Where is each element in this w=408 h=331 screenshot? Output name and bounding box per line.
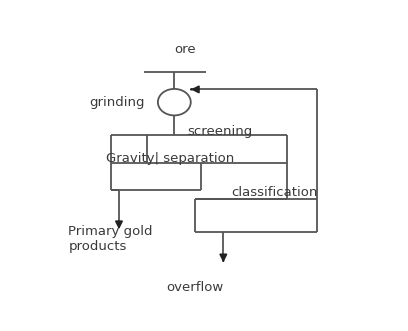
- Text: Gravity| separation: Gravity| separation: [106, 152, 235, 165]
- Text: overflow: overflow: [166, 281, 224, 294]
- Text: classification: classification: [231, 186, 317, 199]
- Text: screening: screening: [187, 125, 252, 138]
- Text: grinding: grinding: [89, 96, 144, 109]
- Text: Primary gold
products: Primary gold products: [69, 224, 153, 253]
- Text: ore: ore: [175, 43, 196, 56]
